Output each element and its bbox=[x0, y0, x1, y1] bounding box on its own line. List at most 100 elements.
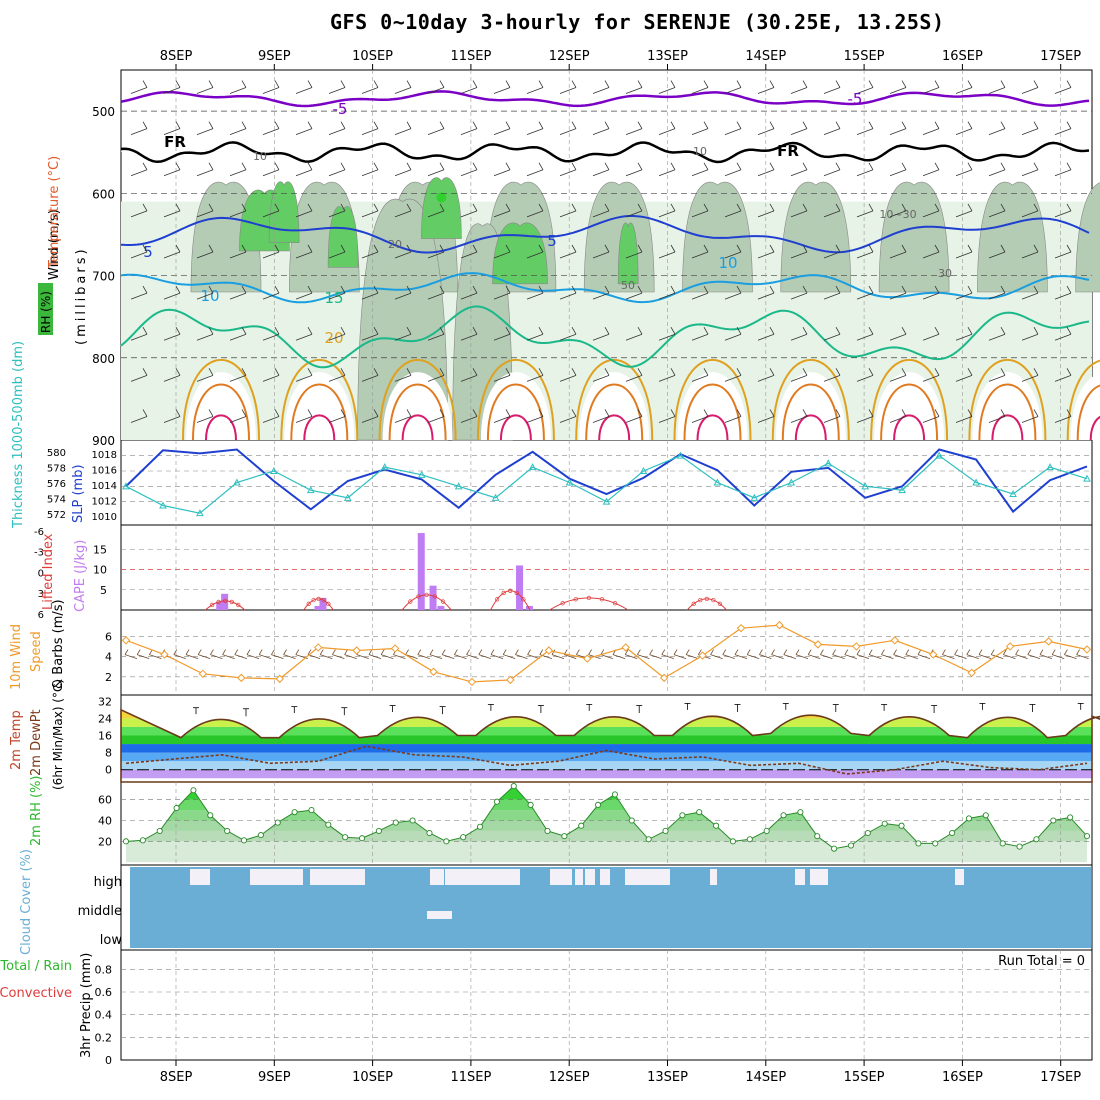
upper-wind-barb bbox=[988, 285, 1006, 300]
barb-flag bbox=[802, 80, 808, 88]
wind-barb-flag bbox=[539, 649, 544, 655]
barb-flag bbox=[241, 409, 247, 417]
barb-staff bbox=[790, 292, 808, 300]
barb-staff bbox=[460, 333, 478, 341]
wind-barb bbox=[1027, 654, 1040, 659]
barb-flag bbox=[208, 285, 214, 294]
upper-wind-barb bbox=[394, 368, 412, 382]
barb-flag bbox=[901, 121, 907, 129]
barb-flag bbox=[373, 203, 379, 212]
barb-flag bbox=[439, 162, 445, 170]
wind-speed-point bbox=[506, 675, 515, 685]
barb-flag bbox=[538, 162, 544, 170]
barb-staff bbox=[823, 169, 841, 177]
upper-wind-barb bbox=[163, 327, 181, 341]
wind-barb bbox=[478, 654, 491, 659]
barb-staff bbox=[361, 374, 379, 382]
wind-barb bbox=[722, 654, 735, 659]
barb-staff bbox=[328, 210, 346, 218]
wind-barb bbox=[417, 654, 430, 659]
li-curve bbox=[549, 597, 629, 611]
upper-wind-barb bbox=[724, 203, 742, 218]
thickness-point bbox=[491, 493, 500, 501]
wind-speed-point bbox=[698, 651, 707, 660]
barb-staff bbox=[1021, 374, 1039, 382]
thickness-y-tick: 574 bbox=[47, 495, 66, 506]
barb-staff bbox=[163, 87, 181, 94]
barb-flag bbox=[571, 80, 577, 88]
wind-speed-point bbox=[1005, 642, 1015, 651]
barb-staff bbox=[328, 416, 346, 423]
upper-wind-barb bbox=[328, 409, 346, 423]
barb-staff bbox=[163, 251, 181, 259]
wind-barb-flag bbox=[405, 649, 409, 655]
barb-flag bbox=[208, 409, 214, 417]
upper-wind-barb bbox=[691, 368, 709, 382]
upper-wind-label: Wind (m/s) bbox=[47, 209, 62, 280]
li-point bbox=[222, 598, 228, 604]
barb-flag bbox=[901, 80, 907, 88]
wind-barb bbox=[198, 654, 211, 659]
barb-staff bbox=[526, 416, 544, 423]
barb-staff bbox=[658, 251, 676, 259]
barb-flag bbox=[604, 162, 610, 170]
wind-barb bbox=[356, 654, 369, 659]
slp-panel: 580 578 576 574 572 1018 1016 1014 1012 1010 Thick… bbox=[11, 341, 1092, 529]
isotherm-label: 10~30 bbox=[879, 208, 916, 221]
temp-y-tick: 8 bbox=[105, 747, 112, 760]
isotherm-20 bbox=[771, 358, 850, 441]
rh-point bbox=[831, 845, 838, 852]
cloud-clear-high bbox=[585, 869, 595, 885]
upper-wind-barb bbox=[658, 327, 676, 341]
wind-barb bbox=[1064, 654, 1077, 659]
barb-staff bbox=[790, 251, 808, 259]
wind-barb-flag bbox=[746, 649, 751, 655]
isotherm-20 bbox=[476, 358, 555, 441]
barb-staff bbox=[1054, 374, 1072, 382]
upper-wind-barb bbox=[757, 244, 775, 259]
barb-flag bbox=[142, 409, 148, 417]
barb-staff bbox=[130, 87, 148, 94]
upper-wind-barb bbox=[361, 162, 379, 177]
barb-flag bbox=[1066, 80, 1072, 88]
barb-staff bbox=[394, 416, 412, 423]
x-tick-top-label: 17SEP bbox=[1040, 49, 1081, 64]
barb-flag bbox=[736, 409, 742, 417]
isotherm-label: 5 bbox=[143, 243, 153, 261]
precip-y-tick: 0.6 bbox=[95, 986, 113, 999]
barb-staff bbox=[328, 87, 346, 94]
thickness-point bbox=[233, 478, 241, 486]
barb-flag bbox=[406, 409, 412, 417]
upper-wind-barb bbox=[988, 327, 1006, 341]
cape-bar bbox=[417, 533, 425, 610]
barb-staff bbox=[295, 292, 313, 300]
barb-staff bbox=[757, 251, 775, 259]
upper-wind-barb bbox=[229, 244, 247, 259]
wind-barb bbox=[564, 654, 577, 659]
upper-wind-barb bbox=[427, 244, 445, 259]
upper-wind-barb bbox=[328, 285, 346, 300]
cape-bar bbox=[319, 597, 327, 610]
freezing-level-line bbox=[120, 141, 1090, 164]
wind-barb bbox=[490, 654, 504, 659]
wind-barb-flag bbox=[820, 649, 824, 655]
barb-flag bbox=[274, 121, 280, 129]
upper-wind-barb bbox=[757, 409, 775, 423]
upper-wind-barb bbox=[625, 80, 643, 94]
upper-wind-barb bbox=[295, 203, 313, 218]
wind-barb-flag bbox=[710, 649, 714, 655]
barb-staff bbox=[1054, 210, 1072, 218]
cloud-clear-high bbox=[625, 869, 670, 885]
barb-flag bbox=[769, 80, 775, 88]
wind-barb-flag bbox=[1027, 649, 1032, 655]
wind-speed-point bbox=[198, 669, 208, 679]
barb-staff bbox=[757, 169, 775, 177]
x-tick-bottom-label: 10SEP bbox=[352, 1070, 393, 1085]
wind-barb-flag bbox=[832, 649, 836, 655]
barb-flag bbox=[1033, 368, 1039, 376]
upper-wind-barb bbox=[394, 285, 412, 300]
isotherm-20 bbox=[870, 358, 949, 441]
isotherm-25 bbox=[683, 383, 742, 441]
barb-staff bbox=[460, 416, 478, 423]
wind-barb bbox=[124, 654, 138, 659]
